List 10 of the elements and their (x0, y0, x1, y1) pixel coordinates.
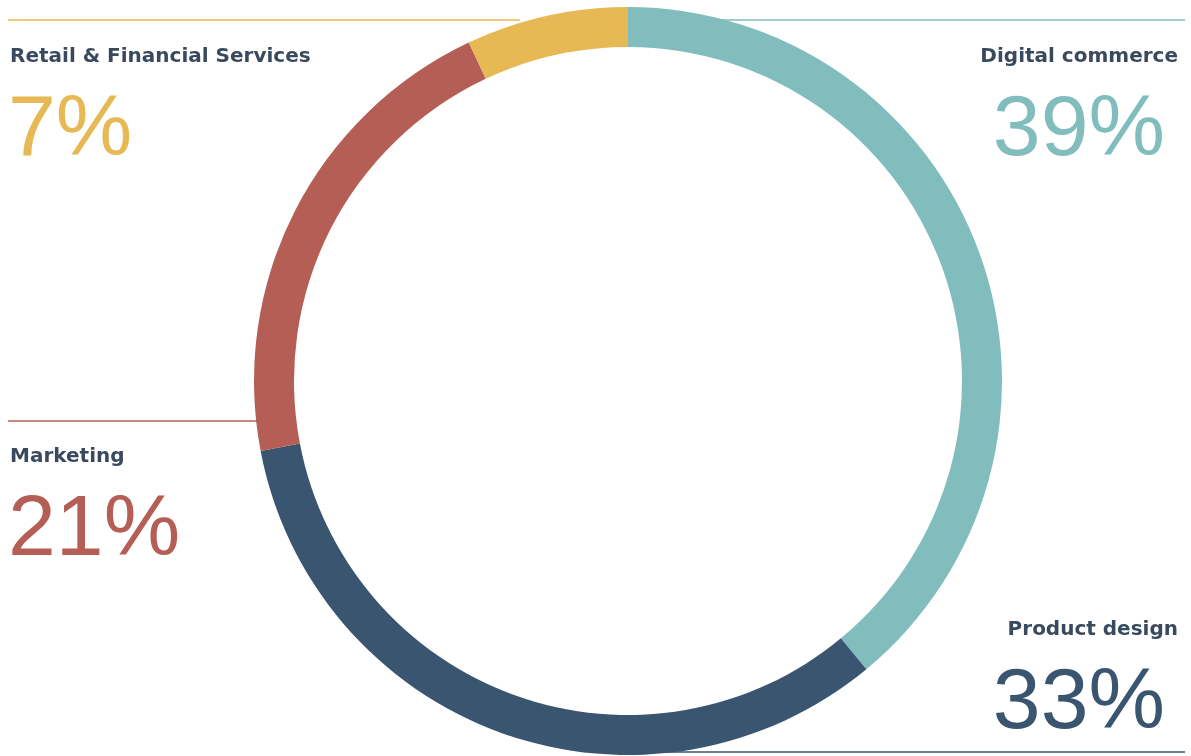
data-label: 21% (8, 477, 181, 573)
donut-slice (468, 7, 628, 79)
data-label: 33% (992, 650, 1165, 746)
donut-slice (260, 443, 867, 755)
slice-label: Marketing (10, 443, 125, 467)
slice-label: Product design (1007, 616, 1178, 640)
slice-label: Digital commerce (980, 43, 1178, 67)
data-label: 7% (8, 77, 133, 173)
data-label: 39% (992, 77, 1165, 173)
slice-label: Retail & Financial Services (10, 43, 311, 67)
